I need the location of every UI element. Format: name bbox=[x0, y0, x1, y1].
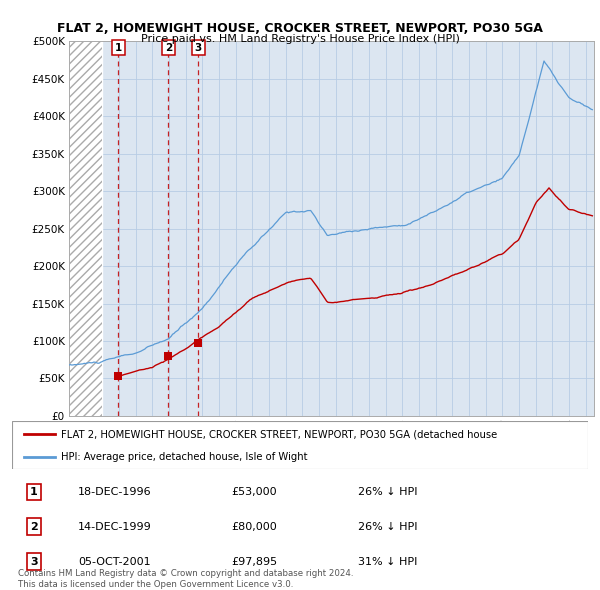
Text: 31% ↓ HPI: 31% ↓ HPI bbox=[358, 556, 417, 566]
Text: Price paid vs. HM Land Registry's House Price Index (HPI): Price paid vs. HM Land Registry's House … bbox=[140, 34, 460, 44]
Text: HPI: Average price, detached house, Isle of Wight: HPI: Average price, detached house, Isle… bbox=[61, 452, 307, 462]
FancyBboxPatch shape bbox=[12, 421, 588, 469]
Text: Contains HM Land Registry data © Crown copyright and database right 2024.
This d: Contains HM Land Registry data © Crown c… bbox=[18, 569, 353, 589]
Bar bbox=[69, 41, 103, 416]
Text: FLAT 2, HOMEWIGHT HOUSE, CROCKER STREET, NEWPORT, PO30 5GA: FLAT 2, HOMEWIGHT HOUSE, CROCKER STREET,… bbox=[57, 22, 543, 35]
Text: £80,000: £80,000 bbox=[231, 522, 277, 532]
Text: 3: 3 bbox=[30, 556, 38, 566]
Text: 2: 2 bbox=[30, 522, 38, 532]
Text: 26% ↓ HPI: 26% ↓ HPI bbox=[358, 522, 417, 532]
Bar bbox=[69, 41, 103, 416]
Text: £97,895: £97,895 bbox=[231, 556, 277, 566]
Text: 1: 1 bbox=[115, 43, 122, 53]
Text: £53,000: £53,000 bbox=[231, 487, 277, 497]
Text: 2: 2 bbox=[165, 43, 172, 53]
Text: 14-DEC-1999: 14-DEC-1999 bbox=[78, 522, 152, 532]
Text: 05-OCT-2001: 05-OCT-2001 bbox=[78, 556, 151, 566]
Text: 3: 3 bbox=[195, 43, 202, 53]
Text: 26% ↓ HPI: 26% ↓ HPI bbox=[358, 487, 417, 497]
Text: 1: 1 bbox=[30, 487, 38, 497]
Text: FLAT 2, HOMEWIGHT HOUSE, CROCKER STREET, NEWPORT, PO30 5GA (detached house: FLAT 2, HOMEWIGHT HOUSE, CROCKER STREET,… bbox=[61, 429, 497, 439]
Text: 18-DEC-1996: 18-DEC-1996 bbox=[78, 487, 152, 497]
